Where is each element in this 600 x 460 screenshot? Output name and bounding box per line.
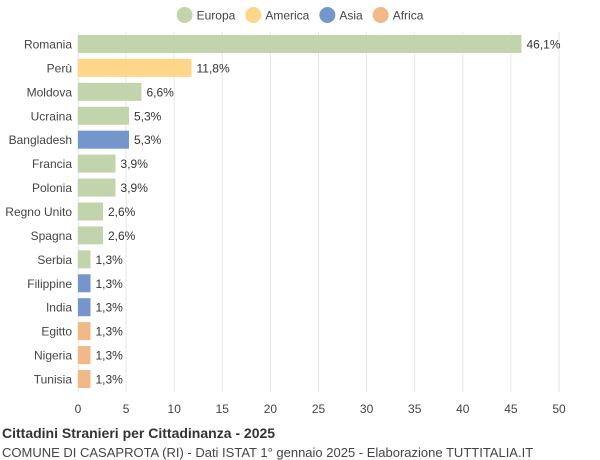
value-label: 46,1%: [526, 37, 560, 51]
chart-title: Cittadini Stranieri per Cittadinanza - 2…: [2, 425, 276, 441]
bar: [78, 58, 192, 77]
value-label: 2,6%: [108, 229, 136, 243]
bar: [78, 346, 91, 365]
category-label: India: [46, 301, 72, 315]
category-labels: Romania Perù Moldova Ucraina Bangladesh Franc…: [5, 37, 72, 386]
bar: [78, 202, 104, 221]
value-label: 6,6%: [146, 85, 174, 99]
bar: [78, 178, 116, 197]
legend-swatch: [176, 7, 193, 23]
category-label: Serbia: [37, 253, 72, 267]
chart-legend: Europa America Asia Africa: [176, 7, 424, 23]
category-label: Bangladesh: [9, 133, 72, 147]
value-label: 2,6%: [108, 205, 136, 219]
x-tick-label: 25: [312, 402, 326, 416]
value-label: 3,9%: [121, 181, 149, 195]
x-tick-label: 40: [456, 402, 470, 416]
bar: [78, 226, 104, 245]
x-tick-label: 50: [552, 402, 566, 416]
legend-swatch: [319, 7, 336, 23]
bar: [78, 34, 522, 53]
x-tick-label: 5: [123, 402, 130, 416]
category-label: Moldova: [27, 85, 73, 99]
value-label: 11,8%: [197, 61, 230, 75]
category-label: Francia: [32, 157, 72, 171]
bar: [78, 106, 129, 125]
legend-label: Africa: [393, 9, 424, 23]
category-label: Egitto: [41, 325, 72, 339]
category-label: Filippine: [27, 277, 72, 291]
bar-chart: Europa America Asia Africa Romania Perù Moldo…: [5, 7, 566, 416]
category-label: Spagna: [31, 229, 73, 243]
x-tick-label: 10: [168, 402, 182, 416]
category-label: Polonia: [32, 181, 72, 195]
value-label: 1,3%: [96, 301, 124, 315]
value-labels: 46,1% 11,8% 6,6% 5,3% 5,3% 3,9% 3,9% 2,6% 2,6% 1,…: [96, 37, 561, 386]
category-label: Perù: [47, 61, 72, 75]
category-label: Romania: [24, 37, 72, 51]
value-label: 1,3%: [96, 253, 124, 267]
bar: [78, 154, 116, 173]
legend-label: Europa: [197, 9, 236, 23]
bar: [78, 298, 91, 317]
legend-swatch: [245, 7, 262, 23]
bar: [78, 369, 91, 388]
legend-swatch: [372, 7, 389, 23]
bar: [78, 130, 129, 149]
x-tick-label: 45: [504, 402, 518, 416]
legend-label: America: [265, 9, 309, 23]
value-label: 1,3%: [96, 349, 124, 363]
x-tick-label: 30: [360, 402, 374, 416]
category-label: Nigeria: [34, 349, 72, 363]
value-label: 1,3%: [96, 325, 124, 339]
category-label: Tunisia: [34, 372, 73, 386]
x-tick-label: 15: [216, 402, 230, 416]
chart-subtitle: COMUNE DI CASAPROTA (RI) - Dati ISTAT 1°…: [2, 445, 534, 460]
x-axis-ticks: 0 5 10 15 20 25 30 35 40 45 50: [75, 402, 566, 416]
legend-label: Asia: [339, 9, 363, 23]
value-label: 1,3%: [96, 277, 124, 291]
category-label: Regno Unito: [5, 205, 72, 219]
value-label: 3,9%: [121, 157, 149, 171]
x-tick-label: 35: [408, 402, 422, 416]
bar: [78, 250, 91, 269]
x-tick-label: 0: [75, 402, 82, 416]
value-label: 1,3%: [96, 372, 124, 386]
bar: [78, 322, 91, 341]
x-tick-label: 20: [264, 402, 278, 416]
value-label: 5,3%: [134, 133, 162, 147]
value-label: 5,3%: [134, 109, 162, 123]
category-label: Ucraina: [31, 109, 73, 123]
bar: [78, 274, 91, 293]
chart-bars: [78, 34, 522, 388]
bar: [78, 82, 142, 101]
